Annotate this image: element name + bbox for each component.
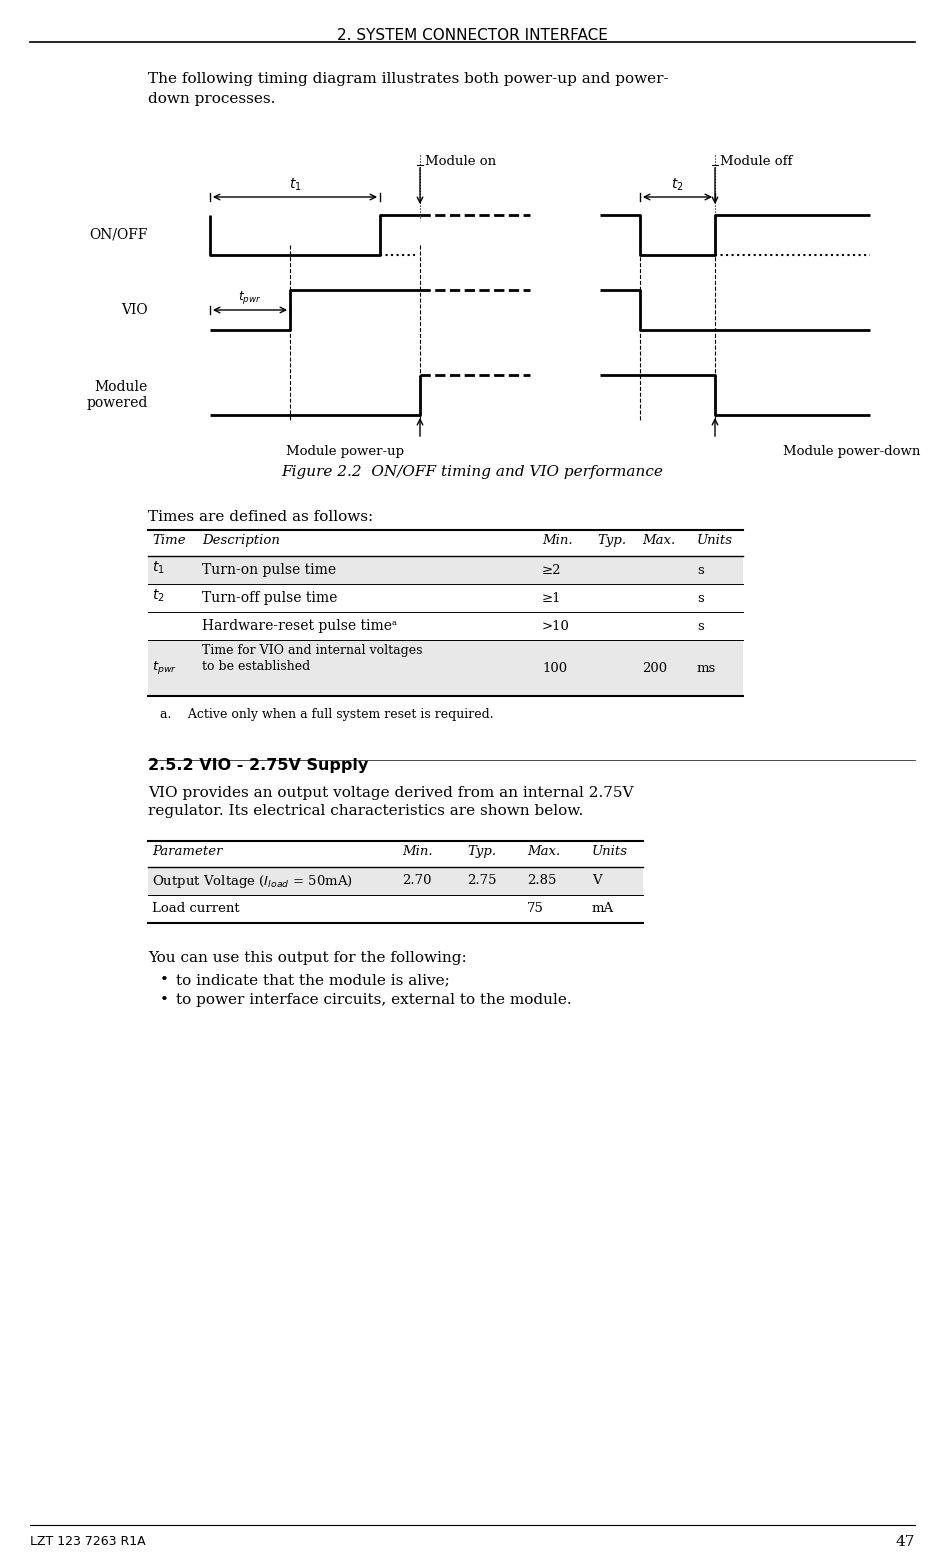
Bar: [148, 584, 742, 612]
Bar: [148, 867, 642, 895]
Text: 47: 47: [895, 1535, 914, 1550]
Text: $t_1$: $t_1$: [152, 561, 164, 576]
Text: s: s: [697, 620, 703, 633]
Text: Turn-on pulse time: Turn-on pulse time: [202, 562, 336, 576]
Text: mA: mA: [591, 903, 614, 915]
Text: 2.85: 2.85: [527, 875, 556, 887]
Text: 2. SYSTEM CONNECTOR INTERFACE: 2. SYSTEM CONNECTOR INTERFACE: [336, 28, 607, 44]
Text: $t_2$: $t_2$: [152, 587, 164, 604]
Text: LZT 123 7263 R1A: LZT 123 7263 R1A: [30, 1535, 145, 1548]
Text: 200: 200: [641, 661, 666, 675]
Text: Time for VIO and internal voltages: Time for VIO and internal voltages: [202, 644, 422, 658]
Text: Turn-off pulse time: Turn-off pulse time: [202, 590, 337, 604]
Text: Module power-down: Module power-down: [783, 445, 919, 458]
Text: Typ.: Typ.: [597, 534, 626, 547]
Text: VIO provides an output voltage derived from an internal 2.75V: VIO provides an output voltage derived f…: [148, 786, 632, 800]
Text: Max.: Max.: [527, 845, 560, 858]
Text: Module power-up: Module power-up: [286, 445, 404, 458]
Text: Min.: Min.: [401, 845, 432, 858]
Text: $t_2$: $t_2$: [670, 177, 683, 194]
Text: a.  Active only when a full system reset is required.: a. Active only when a full system reset …: [160, 708, 493, 722]
Text: to indicate that the module is alive;: to indicate that the module is alive;: [176, 973, 449, 987]
Text: 75: 75: [527, 903, 544, 915]
Text: Load current: Load current: [152, 903, 240, 915]
Text: Times are defined as follows:: Times are defined as follows:: [148, 511, 373, 523]
Text: You can use this output for the following:: You can use this output for the followin…: [148, 951, 466, 965]
Text: 2.5.2 VIO - 2.75V Supply: 2.5.2 VIO - 2.75V Supply: [148, 758, 368, 773]
Text: Max.: Max.: [641, 534, 675, 547]
Text: •: •: [160, 973, 169, 987]
Text: s: s: [697, 592, 703, 604]
Text: down processes.: down processes.: [148, 92, 275, 106]
Text: Description: Description: [202, 534, 279, 547]
Text: $t_{pwr}$: $t_{pwr}$: [152, 659, 177, 676]
Text: regulator. Its electrical characteristics are shown below.: regulator. Its electrical characteristic…: [148, 804, 582, 818]
Text: VIO: VIO: [121, 303, 148, 317]
Text: ≥1: ≥1: [542, 592, 561, 604]
Text: 100: 100: [542, 661, 566, 675]
Text: $t_1$: $t_1$: [288, 177, 301, 194]
Text: Module off: Module off: [719, 155, 791, 169]
Text: Module: Module: [94, 380, 148, 394]
Text: V: V: [591, 875, 601, 887]
Text: Typ.: Typ.: [466, 845, 496, 858]
Text: ms: ms: [697, 661, 716, 675]
Text: $t_{pwr}$: $t_{pwr}$: [238, 289, 261, 306]
Text: •: •: [160, 993, 169, 1007]
Text: 2.70: 2.70: [401, 875, 431, 887]
Bar: [148, 640, 742, 697]
Text: Units: Units: [697, 534, 733, 547]
Text: Output Voltage ($I_{load}$ = 50mA): Output Voltage ($I_{load}$ = 50mA): [152, 873, 352, 889]
Text: Units: Units: [591, 845, 628, 858]
Text: The following timing diagram illustrates both power-up and power-: The following timing diagram illustrates…: [148, 72, 668, 86]
Bar: [148, 556, 742, 584]
Text: ON/OFF: ON/OFF: [90, 228, 148, 242]
Bar: [148, 895, 642, 923]
Text: Hardware-reset pulse timeᵃ: Hardware-reset pulse timeᵃ: [202, 619, 396, 633]
Text: Figure 2.2  ON/OFF timing and VIO performance: Figure 2.2 ON/OFF timing and VIO perform…: [280, 465, 663, 480]
Text: s: s: [697, 564, 703, 576]
Text: ≥2: ≥2: [542, 564, 561, 576]
Text: to power interface circuits, external to the module.: to power interface circuits, external to…: [176, 993, 571, 1007]
Text: Min.: Min.: [542, 534, 572, 547]
Text: 2.75: 2.75: [466, 875, 496, 887]
Text: Module on: Module on: [425, 155, 496, 169]
Text: Time: Time: [152, 534, 185, 547]
Text: Parameter: Parameter: [152, 845, 222, 858]
Text: to be established: to be established: [202, 661, 310, 673]
Bar: [148, 612, 742, 640]
Text: >10: >10: [542, 620, 569, 633]
Text: powered: powered: [87, 397, 148, 409]
